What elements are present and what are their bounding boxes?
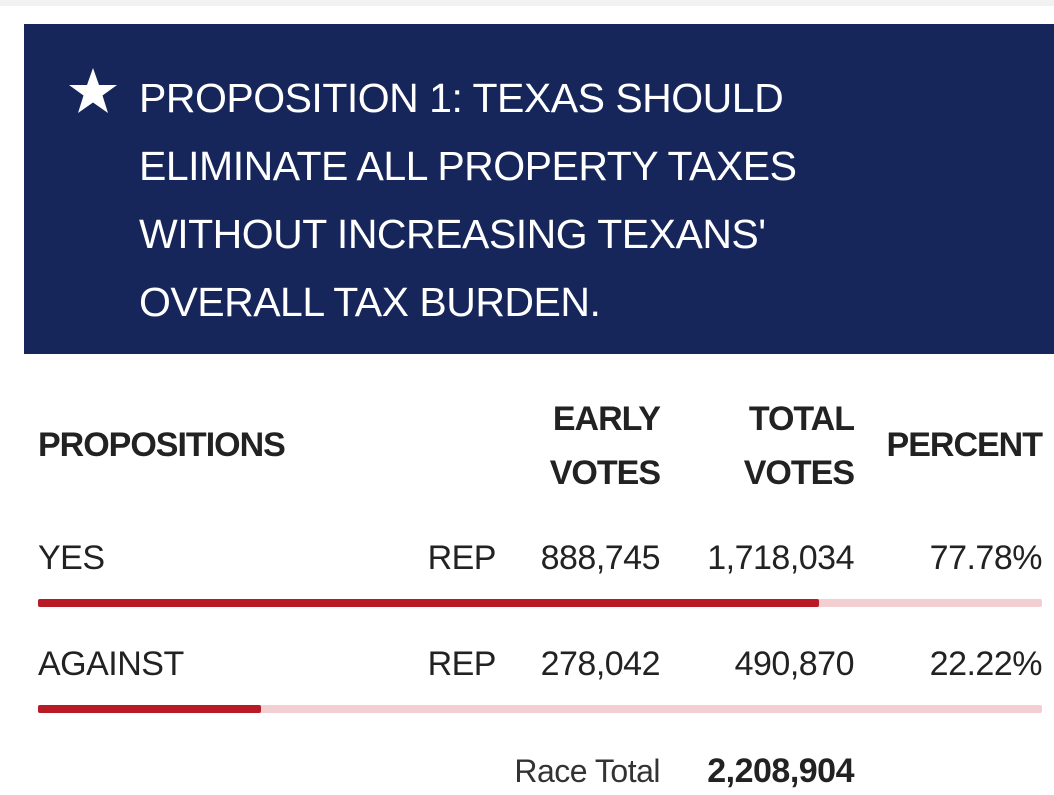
row-label: YES: [38, 539, 105, 577]
row-total-votes: 1,718,034: [707, 539, 854, 577]
race-total-value: 2,208,904: [707, 752, 854, 790]
row-percent: 22.22%: [929, 645, 1043, 683]
header-propositions: PROPOSITIONS: [38, 426, 286, 464]
header-early-votes: EARLY VOTES: [549, 400, 661, 492]
row-label: AGAINST: [38, 645, 184, 683]
yes-bar-fill: [38, 599, 819, 607]
row-early-votes: 888,745: [540, 539, 661, 577]
yes-bar-track: [38, 599, 1042, 607]
star-icon: [69, 68, 117, 113]
race-total-label: Race Total: [514, 753, 660, 789]
top-divider: [0, 0, 1054, 6]
row-early-votes: 278,042: [540, 645, 661, 683]
header-total-votes: TOTAL VOTES: [743, 400, 855, 492]
row-total-votes: 490,870: [734, 645, 855, 683]
against-bar-track: [38, 705, 1042, 713]
against-bar-fill: [38, 705, 262, 713]
proposition-title: PROPOSITION 1: TEXAS SHOULD ELIMINATE AL…: [139, 75, 797, 325]
header-percent: PERCENT: [886, 426, 1043, 464]
row-percent: 77.78%: [929, 539, 1043, 577]
row-party: REP: [427, 539, 497, 577]
proposition-banner: PROPOSITION 1: TEXAS SHOULD ELIMINATE AL…: [24, 24, 1054, 354]
row-party: REP: [427, 645, 497, 683]
